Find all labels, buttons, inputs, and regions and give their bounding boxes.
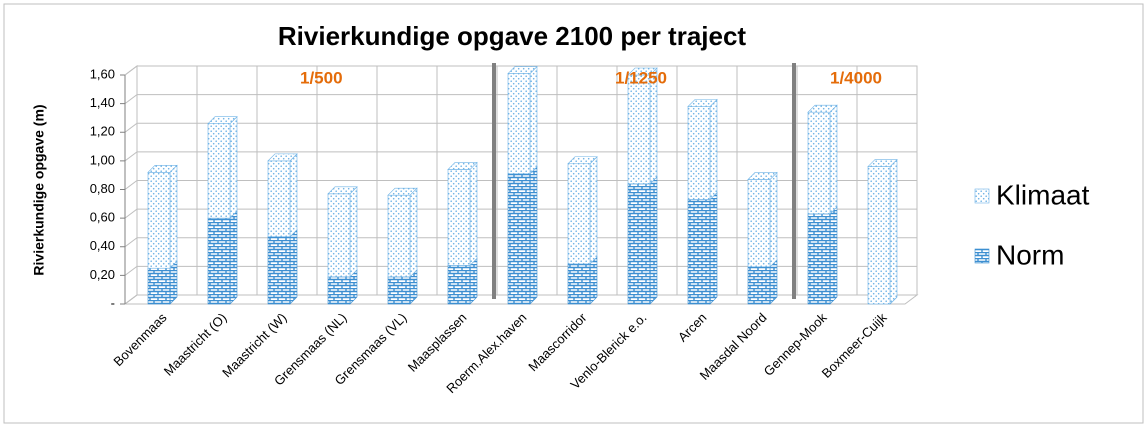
bar <box>447 169 471 266</box>
bar <box>267 160 291 238</box>
bar <box>207 123 231 219</box>
legend-label: Klimaat <box>996 179 1090 210</box>
bar-side <box>589 256 598 305</box>
bar <box>327 276 351 305</box>
annotation: 1/500 <box>300 68 343 87</box>
bar-side <box>229 210 238 305</box>
bar-top <box>147 165 178 173</box>
bar-side <box>829 104 838 215</box>
bar-top <box>747 172 778 180</box>
bar <box>687 106 711 200</box>
bar-side <box>649 176 658 305</box>
bar-top <box>807 104 838 113</box>
bar-side <box>469 257 478 305</box>
bar-side <box>409 187 418 278</box>
bar-side <box>889 158 898 305</box>
bar-side <box>349 186 358 278</box>
bar-side <box>709 98 718 201</box>
bar <box>507 173 531 305</box>
bar-top <box>867 159 898 167</box>
y-tick-label: - <box>111 295 115 310</box>
bar-side <box>589 156 598 265</box>
legend-swatch <box>974 188 990 204</box>
bar <box>147 172 171 269</box>
bar-top <box>567 156 598 165</box>
legend: Klimaat Norm <box>974 179 1090 270</box>
bar-side <box>289 153 298 238</box>
bar-side <box>829 206 838 305</box>
bar <box>387 194 411 278</box>
bar-side <box>229 115 238 219</box>
bar <box>867 166 891 305</box>
bar <box>387 276 411 305</box>
bar <box>807 111 831 215</box>
bar <box>267 236 291 305</box>
bar-side <box>529 166 538 305</box>
y-tick-label: 0,80 <box>90 181 115 196</box>
bar <box>567 263 591 305</box>
bar-side <box>769 171 778 268</box>
y-tick-label: 1,20 <box>90 124 115 139</box>
bar-top <box>507 66 538 74</box>
chart-title: Rivierkundige opgave 2100 per traject <box>278 21 747 51</box>
y-tick-label: 0,40 <box>90 238 115 253</box>
y-tick-label: 1,40 <box>90 95 115 110</box>
bar <box>507 73 531 175</box>
bar-top <box>687 99 718 107</box>
bar-side <box>169 164 178 269</box>
bar-side <box>709 191 718 305</box>
bar-top <box>387 187 418 196</box>
y-tick-label: 1,00 <box>90 152 115 167</box>
bar-top <box>207 116 238 124</box>
annotation: 1/4000 <box>830 68 882 87</box>
bar-top <box>627 67 658 76</box>
bar <box>147 267 171 305</box>
y-axis-label: Rivierkundige opgave (m) <box>31 104 47 275</box>
legend-swatch <box>974 248 990 264</box>
bar <box>747 266 771 305</box>
y-tick-label: 0,20 <box>90 267 115 282</box>
bar-side <box>289 229 298 305</box>
bar <box>747 179 771 268</box>
bar-top <box>327 186 358 195</box>
bar-top <box>447 162 478 170</box>
bar <box>447 265 471 305</box>
bar <box>807 213 831 305</box>
bar-side <box>769 259 778 305</box>
bar <box>687 199 711 305</box>
bar-side <box>469 161 478 267</box>
bar-side <box>169 260 178 305</box>
bar <box>627 183 651 305</box>
bar-side <box>529 65 538 175</box>
bar <box>567 163 591 265</box>
bar-top <box>267 153 298 162</box>
bar <box>207 217 231 305</box>
y-tick-label: 0,60 <box>90 210 115 225</box>
bar <box>327 193 351 278</box>
y-tick-label: 1,60 <box>90 66 115 81</box>
annotation: 1/1250 <box>615 68 667 87</box>
grid-line <box>124 65 917 76</box>
bar <box>627 74 651 185</box>
legend-label: Norm <box>996 239 1064 270</box>
